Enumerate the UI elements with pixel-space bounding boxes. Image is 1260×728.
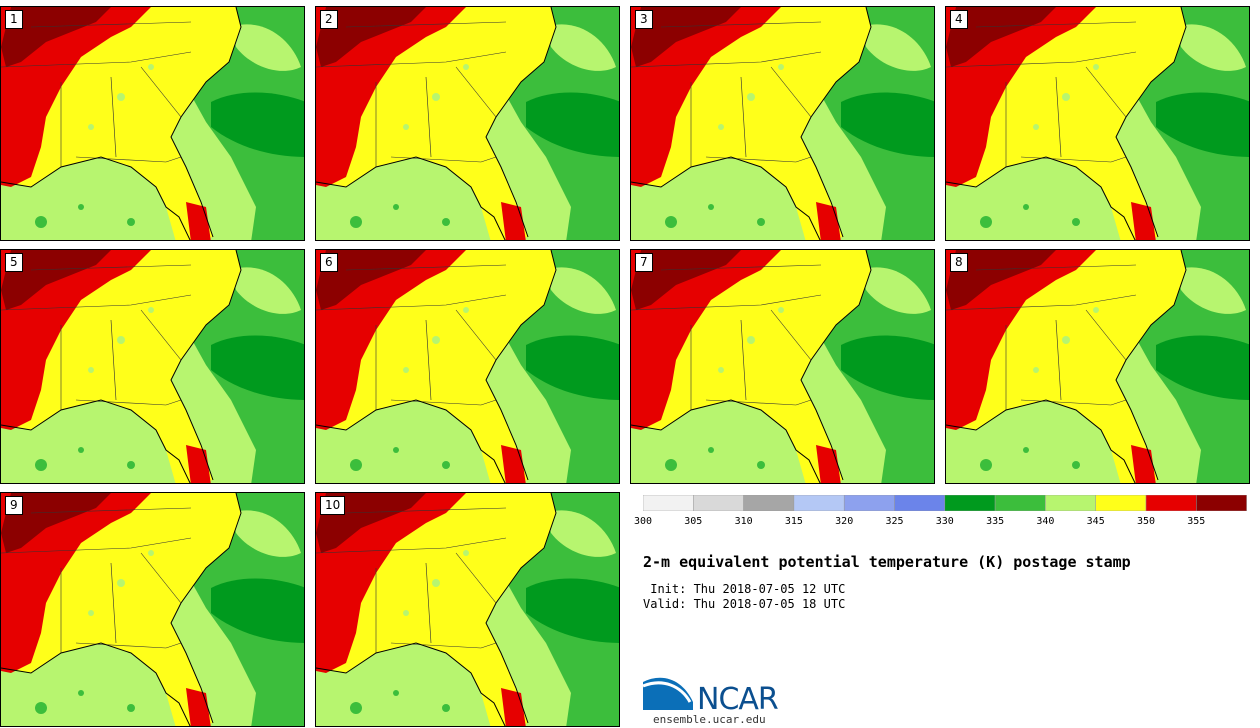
member-number-label: 10 xyxy=(320,496,346,515)
colorbar-bin xyxy=(994,495,1046,511)
member-map xyxy=(631,7,934,240)
colorbar-tick-label: 345 xyxy=(1086,516,1105,527)
colorbar-tick-label: 300 xyxy=(633,516,653,527)
member-map xyxy=(1,7,304,240)
member-map xyxy=(1,250,304,483)
member-map xyxy=(1,493,304,726)
colorbar-tick-label: 305 xyxy=(684,516,703,527)
chart-title: 2-m equivalent potential temperature (K)… xyxy=(643,553,1131,571)
colorbar-tick-label: 355 xyxy=(1187,516,1206,527)
member-number-label: 8 xyxy=(950,253,968,272)
member-number-label: 6 xyxy=(320,253,338,272)
member-panel-9: 9 xyxy=(0,492,305,727)
member-number-label: 7 xyxy=(635,253,653,272)
colorbar-tick-label: 340 xyxy=(1036,516,1055,527)
site-url: ensemble.ucar.edu xyxy=(653,713,766,726)
member-panel-3: 3 xyxy=(630,6,935,241)
member-map xyxy=(631,250,934,483)
member-map xyxy=(316,493,619,726)
colorbar-tick-label: 310 xyxy=(734,516,753,527)
member-map xyxy=(316,250,619,483)
member-panel-6: 6 xyxy=(315,249,620,484)
member-panel-7: 7 xyxy=(630,249,935,484)
valid-time: Valid: Thu 2018-07-05 18 UTC xyxy=(643,597,846,611)
member-panel-8: 8 xyxy=(945,249,1250,484)
member-map xyxy=(316,7,619,240)
member-panel-1: 1 xyxy=(0,6,305,241)
ncar-logo-text: NCAR xyxy=(697,682,779,717)
colorbar-bin xyxy=(643,495,694,511)
member-panel-5: 5 xyxy=(0,249,305,484)
member-map xyxy=(946,7,1249,240)
colorbar-tick-label: 315 xyxy=(784,516,803,527)
member-map xyxy=(946,250,1249,483)
colorbar-bin xyxy=(843,495,895,511)
member-number-label: 9 xyxy=(5,496,23,515)
member-number-label: 3 xyxy=(635,10,653,29)
colorbar-bin xyxy=(1196,495,1247,511)
colorbar-tick-label: 350 xyxy=(1136,516,1156,527)
colorbar-tick-label: 335 xyxy=(986,516,1005,527)
member-number-label: 4 xyxy=(950,10,968,29)
colorbar-bin xyxy=(944,495,996,511)
member-panel-2: 2 xyxy=(315,6,620,241)
colorbar-bin xyxy=(894,495,946,511)
colorbar-bin xyxy=(693,495,744,511)
member-number-label: 2 xyxy=(320,10,338,29)
member-panel-4: 4 xyxy=(945,6,1250,241)
ncar-logo-icon xyxy=(643,677,693,710)
colorbar-bin xyxy=(1095,495,1147,511)
member-number-label: 5 xyxy=(5,253,23,272)
member-panel-10: 10 xyxy=(315,492,620,727)
colorbar-bin xyxy=(793,495,845,511)
colorbar-tick-label: 330 xyxy=(935,516,954,527)
colorbar-tick-label: 325 xyxy=(885,516,904,527)
colorbar xyxy=(643,495,1247,511)
member-number-label: 1 xyxy=(5,10,23,29)
colorbar-bin xyxy=(1145,495,1197,511)
init-time: Init: Thu 2018-07-05 12 UTC xyxy=(643,582,846,596)
colorbar-tick-label: 320 xyxy=(835,516,854,527)
colorbar-bin xyxy=(1045,495,1096,511)
colorbar-bin xyxy=(743,495,795,511)
